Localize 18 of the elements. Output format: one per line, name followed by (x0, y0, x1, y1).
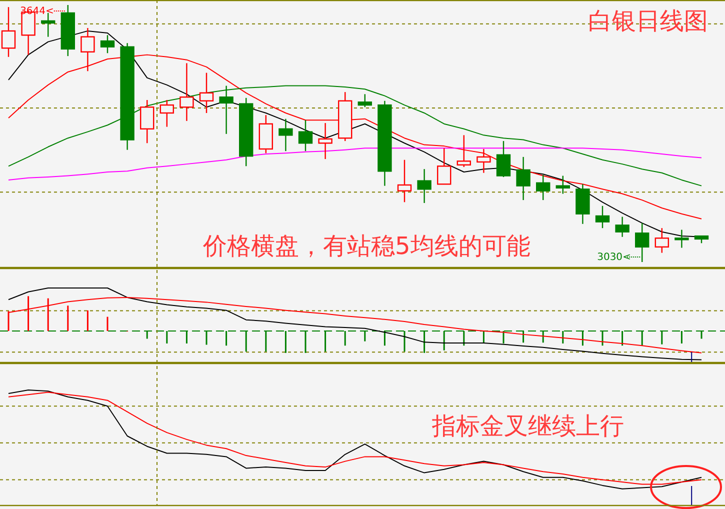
chart-title: 白银日线图 (588, 7, 708, 35)
candlestick (397, 159, 412, 203)
candlestick (635, 222, 650, 263)
candlestick (378, 100, 392, 186)
candlestick (180, 62, 194, 122)
annotation: 3644< (20, 6, 54, 17)
candlestick (615, 216, 630, 238)
candlestick (674, 229, 689, 248)
candlestick (516, 156, 530, 201)
annotation: 指标金叉继续上行 (431, 412, 624, 440)
candlestick (576, 184, 590, 225)
candlestick (278, 118, 293, 152)
candlestick (476, 148, 491, 174)
annotation: 3030< (597, 252, 631, 263)
annotation: 价格横盘，有站稳5均线的可能 (202, 232, 530, 260)
candlestick (417, 168, 432, 204)
candlestick (199, 72, 214, 114)
candlestick (318, 122, 332, 160)
